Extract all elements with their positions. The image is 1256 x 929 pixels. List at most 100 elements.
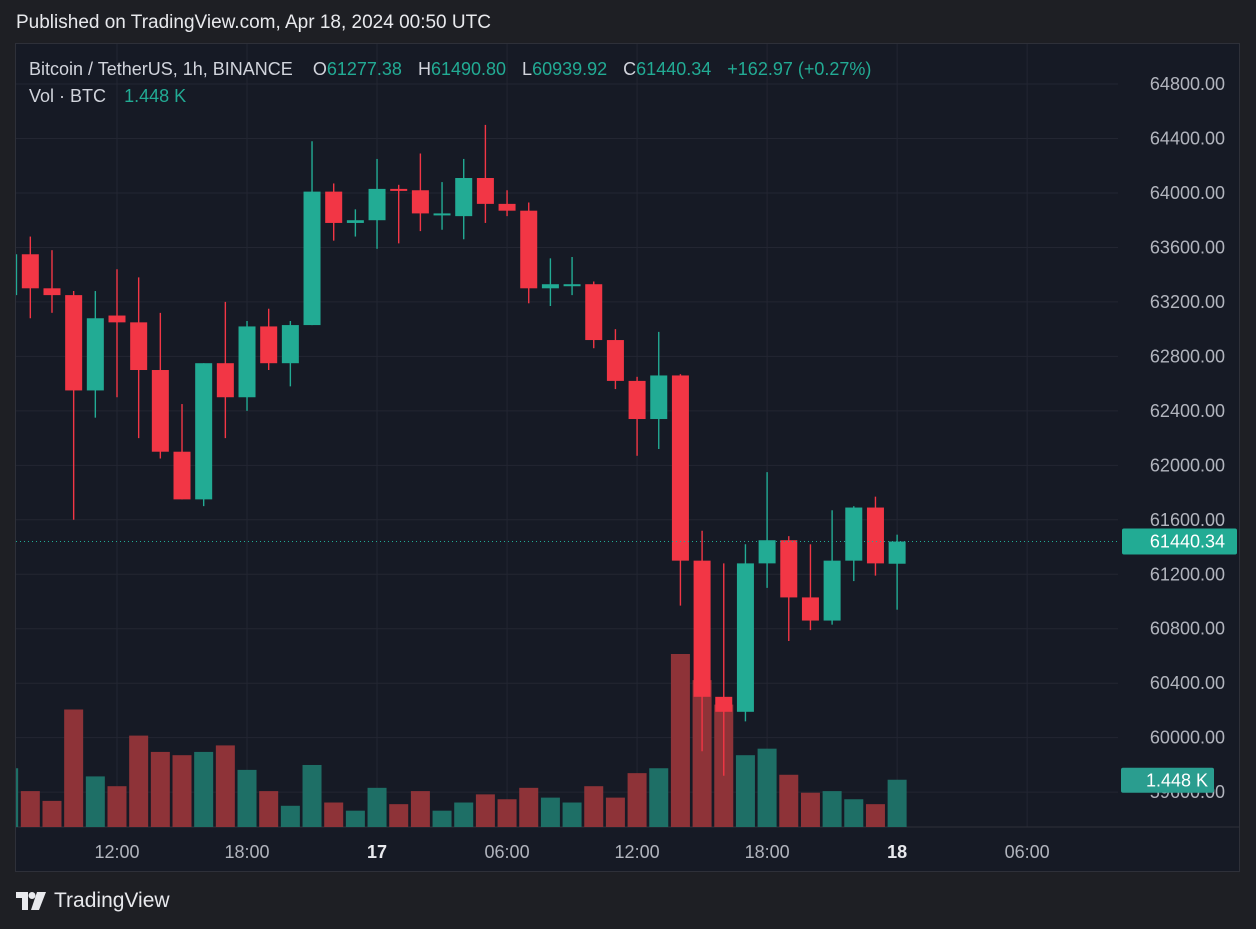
close-value: 61440.34 <box>636 59 712 79</box>
candle-body[interactable] <box>823 560 841 621</box>
volume-bar <box>85 776 105 827</box>
candle-body[interactable] <box>693 560 711 697</box>
candle-body[interactable] <box>433 213 451 216</box>
time-tick-label: 12:00 <box>615 842 660 862</box>
candle-body[interactable] <box>238 326 256 398</box>
open-value: 61277.38 <box>326 59 402 79</box>
volume-bar <box>64 709 84 827</box>
price-change: +162.97 (+0.27%) <box>727 59 872 79</box>
candle-body[interactable] <box>281 325 299 364</box>
candle-body[interactable] <box>16 254 18 296</box>
candle-body[interactable] <box>390 188 408 191</box>
volume-bar <box>172 755 192 827</box>
volume-bar <box>367 787 387 827</box>
time-tick-label: 06:00 <box>1005 842 1050 862</box>
time-tick-label: 18 <box>887 842 907 862</box>
volume-bar <box>237 769 257 827</box>
volume-bar <box>194 751 214 827</box>
candle-body[interactable] <box>21 254 39 289</box>
tradingview-logo-icon <box>16 892 46 910</box>
candle-body[interactable] <box>585 284 603 341</box>
candle-body[interactable] <box>888 541 906 564</box>
price-tick-label: 60000.00 <box>1150 728 1225 748</box>
candle-body[interactable] <box>303 191 321 326</box>
candle-body[interactable] <box>130 322 148 371</box>
volume-bar <box>345 810 365 827</box>
candle-body[interactable] <box>758 540 776 564</box>
price-tick-label: 62800.00 <box>1150 346 1225 366</box>
price-tick-label: 64000.00 <box>1150 183 1225 203</box>
last-volume-label: 1.448 K <box>1146 771 1208 791</box>
volume-bar <box>735 755 755 827</box>
volume-bar <box>280 805 300 827</box>
volume-bar <box>627 773 647 827</box>
candle-body[interactable] <box>195 363 213 500</box>
volume-bar <box>497 799 517 827</box>
volume-bar <box>822 791 842 827</box>
volume-bar <box>324 802 344 827</box>
candle-body[interactable] <box>173 451 191 500</box>
volume-bar <box>215 745 235 827</box>
candle-body[interactable] <box>368 188 386 221</box>
volume-bar <box>20 791 40 827</box>
candle-body[interactable] <box>650 375 668 420</box>
candle-body[interactable] <box>801 597 819 621</box>
candle-body[interactable] <box>736 563 754 712</box>
price-tick-label: 63200.00 <box>1150 292 1225 312</box>
price-tick-label: 62400.00 <box>1150 401 1225 421</box>
candle-body[interactable] <box>455 178 473 217</box>
price-tick-label: 60400.00 <box>1150 673 1225 693</box>
volume-bar <box>410 791 430 827</box>
candle-body[interactable] <box>151 370 169 452</box>
candle-body[interactable] <box>260 326 278 364</box>
volume-bar <box>670 654 690 827</box>
candle-body[interactable] <box>671 375 689 561</box>
volume-bar <box>16 768 19 827</box>
candlestick-chart[interactable]: 64800.00 64400.00 64000.00 63600.00 63200.00… <box>16 44 1239 871</box>
candle-body[interactable] <box>606 340 624 381</box>
open-key: O <box>312 59 327 79</box>
candle-body[interactable] <box>43 288 61 296</box>
candle-body[interactable] <box>411 190 429 214</box>
candle-body[interactable] <box>498 203 516 211</box>
volume-bar <box>887 779 907 827</box>
ohlc-legend: Bitcoin / TetherUS, 1h, BINANCE O61277.3… <box>29 59 871 80</box>
candle-body[interactable] <box>541 284 559 289</box>
chart-panel[interactable]: 64800.00 64400.00 64000.00 63600.00 63200.00… <box>15 43 1240 872</box>
candle-body[interactable] <box>845 507 863 561</box>
volume-bar <box>800 792 820 827</box>
price-tick-label: 63600.00 <box>1150 237 1225 257</box>
symbol-label[interactable]: Bitcoin / TetherUS, 1h, BINANCE <box>29 59 293 79</box>
volume-label[interactable]: Vol · BTC <box>29 86 107 106</box>
candle-body[interactable] <box>346 220 364 223</box>
candle-body[interactable] <box>325 191 343 223</box>
candle-body[interactable] <box>65 295 83 391</box>
price-tick-label: 64400.00 <box>1150 129 1225 149</box>
volume-bar <box>42 800 62 827</box>
published-caption: Published on TradingView.com, Apr 18, 20… <box>16 12 491 33</box>
candle-body[interactable] <box>866 507 884 564</box>
volume-bar <box>475 794 495 827</box>
candle-body[interactable] <box>563 284 581 287</box>
volume-bar <box>692 680 712 827</box>
volume-bar <box>844 799 864 827</box>
candle-body[interactable] <box>108 315 126 323</box>
price-tick-label: 61200.00 <box>1150 564 1225 584</box>
last-price-label: 61440.34 <box>1150 532 1225 552</box>
volume-bar <box>865 804 885 827</box>
candle-body[interactable] <box>520 210 538 289</box>
volume-bar <box>389 804 409 827</box>
candle-body[interactable] <box>476 178 494 204</box>
volume-legend: Vol · BTC 1.448 K <box>29 86 186 107</box>
close-key: C <box>623 59 637 79</box>
candle-body[interactable] <box>86 318 104 391</box>
candle-body[interactable] <box>628 380 646 420</box>
candle-body[interactable] <box>780 540 798 598</box>
time-tick-label: 12:00 <box>94 842 139 862</box>
candle-body[interactable] <box>715 696 733 712</box>
time-tick-label: 06:00 <box>485 842 530 862</box>
price-tick-label: 60800.00 <box>1150 619 1225 639</box>
candle-body[interactable] <box>216 363 234 398</box>
last-volume-badge <box>1121 767 1214 793</box>
tradingview-logo[interactable]: TradingView <box>16 889 170 913</box>
